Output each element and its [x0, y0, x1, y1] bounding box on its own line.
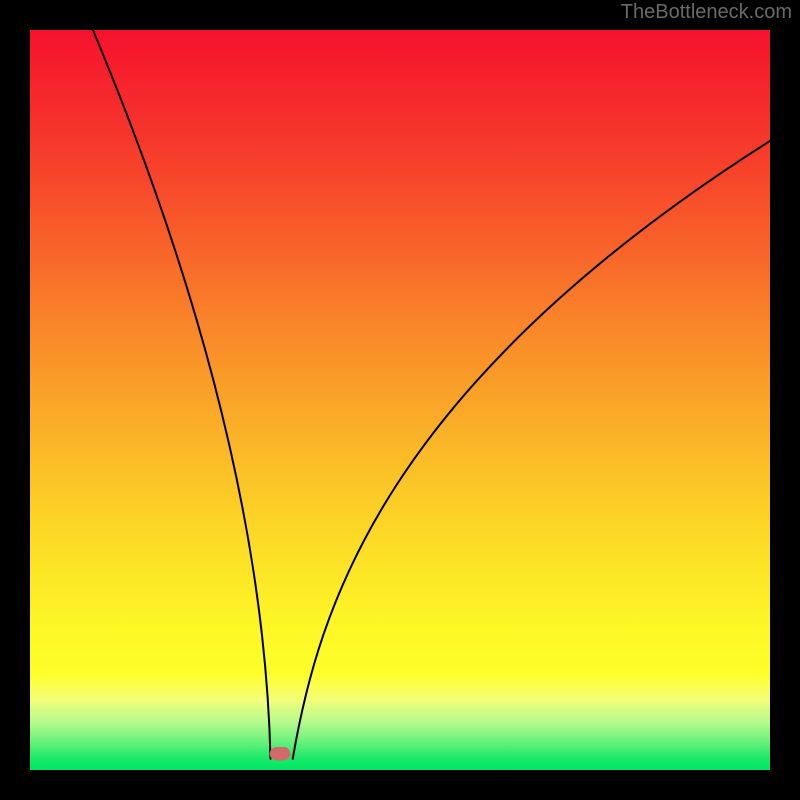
chart-outer: TheBottleneck.com [0, 0, 800, 800]
watermark-text: TheBottleneck.com [621, 1, 792, 24]
plot-svg [30, 30, 770, 770]
plot-area [30, 30, 770, 770]
gradient-background [30, 30, 770, 770]
minimum-marker [270, 747, 291, 760]
